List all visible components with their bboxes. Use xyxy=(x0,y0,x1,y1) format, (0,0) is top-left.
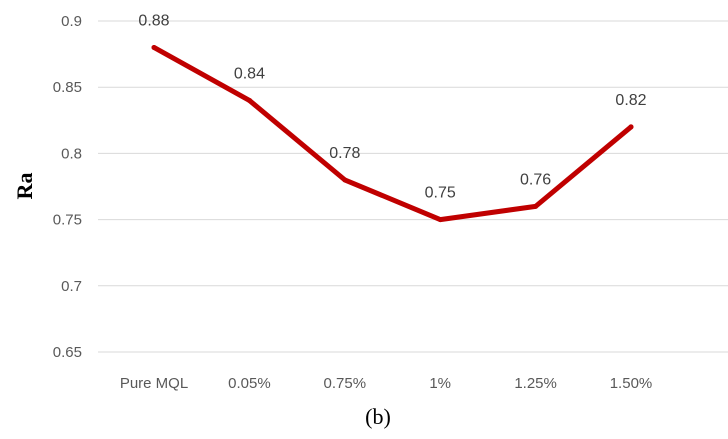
data-point xyxy=(342,177,348,183)
data-label: 0.88 xyxy=(138,12,169,29)
data-labels: 0.88 0.84 0.78 0.75 0.76 0.82 xyxy=(138,12,646,201)
x-tick-label: 0.75% xyxy=(324,375,367,392)
data-label: 0.76 xyxy=(520,171,551,188)
data-label: 0.82 xyxy=(615,92,646,109)
data-label: 0.84 xyxy=(234,65,265,82)
series-line xyxy=(151,44,634,223)
y-tick-label: 0.7 xyxy=(61,278,82,295)
x-tick-label: 0.05% xyxy=(228,375,271,392)
x-tick-label: 1.25% xyxy=(514,375,557,392)
gridlines xyxy=(98,20,728,353)
x-tick-label: 1.50% xyxy=(610,375,653,392)
y-tick-label: 0.85 xyxy=(53,79,82,96)
x-tick-label: Pure MQL xyxy=(120,375,188,392)
data-point xyxy=(246,97,252,103)
y-tick-label: 0.65 xyxy=(53,344,82,361)
x-axis-tick-labels: Pure MQL 0.05% 0.75% 1% 1.25% 1.50% xyxy=(120,375,652,392)
y-axis-tick-labels: 0.65 0.7 0.75 0.8 0.85 0.9 xyxy=(53,13,82,361)
data-point xyxy=(628,124,634,130)
data-point xyxy=(437,217,443,223)
data-label: 0.78 xyxy=(329,145,360,162)
data-label: 0.75 xyxy=(425,185,456,202)
data-point xyxy=(533,203,539,209)
data-point xyxy=(151,44,157,50)
y-tick-label: 0.8 xyxy=(61,145,82,162)
series-layer xyxy=(151,44,634,223)
figure-caption: (b) xyxy=(365,404,391,429)
y-tick-label: 0.75 xyxy=(53,212,82,229)
x-tick-label: 1% xyxy=(429,375,451,392)
y-axis-title: Ra xyxy=(12,173,37,200)
y-tick-label: 0.9 xyxy=(61,13,82,30)
